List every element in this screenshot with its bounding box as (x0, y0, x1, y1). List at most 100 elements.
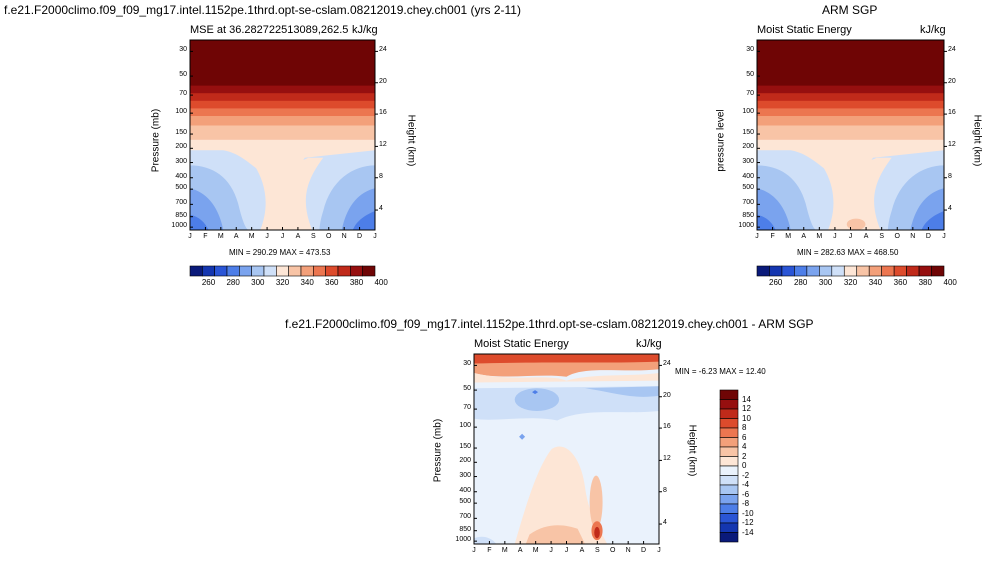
colorbar-swatch (719, 532, 739, 543)
y-tick-label: 850 (459, 525, 471, 533)
y-tick-label: 70 (179, 90, 187, 98)
y-tick-label: 850 (742, 211, 754, 219)
x-tick-label: D (925, 233, 931, 240)
colorbar-tick-label: 340 (300, 278, 314, 287)
y-tick-label: 1000 (455, 536, 471, 544)
y-tick-label: 50 (463, 385, 471, 393)
colorbar-swatch (263, 265, 277, 277)
x-tick-label: A (295, 233, 301, 240)
y-tick-label: 150 (175, 129, 187, 137)
y-tick-label: 100 (459, 422, 471, 430)
mse-band (190, 116, 375, 127)
y2-axis-label: Height (km) (405, 114, 417, 167)
y-tick-label: 100 (175, 108, 187, 116)
y-tick-label: 700 (459, 513, 471, 521)
colorbar-tick-label: -6 (742, 489, 750, 499)
mse-band (757, 40, 944, 87)
colorbar-swatch (893, 265, 907, 277)
x-tick-label: F (203, 233, 208, 240)
y2-tick-label: 24 (948, 46, 956, 54)
diff-band (525, 525, 585, 544)
y-tick-label: 400 (175, 172, 187, 180)
x-tick-label: S (310, 233, 316, 240)
mse-band (249, 157, 324, 230)
colorbar-tick-label: 380 (349, 278, 364, 287)
x-tick-label: M (248, 233, 255, 240)
mse-band (190, 93, 375, 102)
y-tick-label: 300 (459, 471, 471, 479)
colorbar-swatch (719, 465, 739, 476)
colorbar-tick-label: -4 (742, 480, 750, 489)
y-tick-label: 300 (742, 157, 754, 165)
chart-units: kJ/kg (920, 24, 946, 36)
y-axis-label: pressure level (715, 109, 727, 172)
min-max-label: MIN = -6.23 MAX = 12.40 (675, 367, 766, 376)
colorbar (189, 265, 376, 277)
colorbar-swatch (931, 265, 945, 277)
x-tick-label: J (265, 233, 269, 240)
y2-tick-label: 4 (379, 205, 383, 213)
diff-band (474, 373, 659, 383)
y-tick-label: 1000 (171, 222, 187, 230)
y2-axis-label: Height (km) (971, 114, 983, 167)
colorbar-swatch (362, 265, 376, 277)
colorbar-swatch (843, 265, 858, 277)
colorbar-swatch (337, 265, 351, 277)
x-tick-label: O (894, 233, 900, 240)
colorbar-swatch (806, 265, 820, 277)
main-title-left: f.e21.F2000climo.f09_f09_mg17.intel.1152… (4, 3, 521, 17)
y-tick-label: 200 (742, 143, 754, 151)
colorbar-swatch (251, 265, 265, 277)
colorbar-swatch (831, 265, 845, 277)
mse-band (757, 100, 944, 110)
colorbar-tick-label: -2 (742, 470, 750, 480)
colorbar-swatch (214, 265, 228, 277)
x-tick-label: M (816, 233, 823, 240)
chart-units: kJ/kg (352, 24, 378, 36)
colorbar-tick-label: 260 (201, 278, 216, 287)
diff-band (514, 388, 560, 411)
min-max-label: MIN = 282.63 MAX = 468.50 (797, 248, 899, 257)
y-tick-label: 70 (746, 90, 754, 98)
y-tick-label: 300 (175, 157, 187, 165)
mse-band (190, 100, 375, 110)
colorbar-swatch (719, 418, 739, 429)
x-tick-label: J (373, 233, 377, 240)
y2-tick-label: 20 (948, 77, 956, 85)
colorbar-tick-label: 280 (226, 278, 240, 287)
colorbar-tick-label: 280 (793, 278, 808, 287)
colorbar (719, 389, 739, 543)
chart-title: Moist Static Energy (474, 338, 569, 350)
colorbar-swatch (719, 494, 739, 505)
x-tick-label: O (610, 547, 616, 554)
y-tick-label: 70 (463, 404, 471, 412)
y2-tick-label: 16 (948, 109, 956, 117)
colorbar-tick-label: 400 (943, 278, 957, 287)
colorbar-tick-label: 0 (742, 461, 747, 470)
x-tick-label: N (910, 233, 916, 240)
x-tick-label: J (657, 547, 661, 554)
y2-tick-label: 8 (379, 172, 383, 180)
y2-tick-label: 12 (663, 455, 671, 463)
mse-band (816, 157, 892, 230)
y-tick-label: 150 (742, 129, 754, 137)
colorbar-tick-label: 340 (868, 278, 883, 287)
colorbar-tick-label: 14 (742, 394, 751, 404)
main-title-bottom: f.e21.F2000climo.f09_f09_mg17.intel.1152… (285, 317, 814, 331)
y-tick-label: 200 (459, 457, 471, 465)
y2-tick-label: 20 (379, 77, 387, 85)
mse-band (190, 214, 209, 230)
colorbar-tick-label: 2 (742, 451, 747, 461)
x-tick-label: J (280, 233, 285, 240)
x-tick-label: O (326, 233, 332, 240)
x-tick-label: J (755, 233, 759, 240)
colorbar-swatch (719, 484, 739, 495)
y2-tick-label: 24 (379, 46, 387, 54)
colorbar-tick-label: -14 (742, 527, 754, 537)
mse-band (757, 85, 944, 95)
y2-tick-label: 12 (948, 141, 956, 149)
y-tick-label: 30 (463, 360, 471, 368)
colorbar-swatch (856, 265, 870, 277)
colorbar-swatch (781, 265, 795, 277)
y-tick-label: 100 (742, 108, 754, 116)
